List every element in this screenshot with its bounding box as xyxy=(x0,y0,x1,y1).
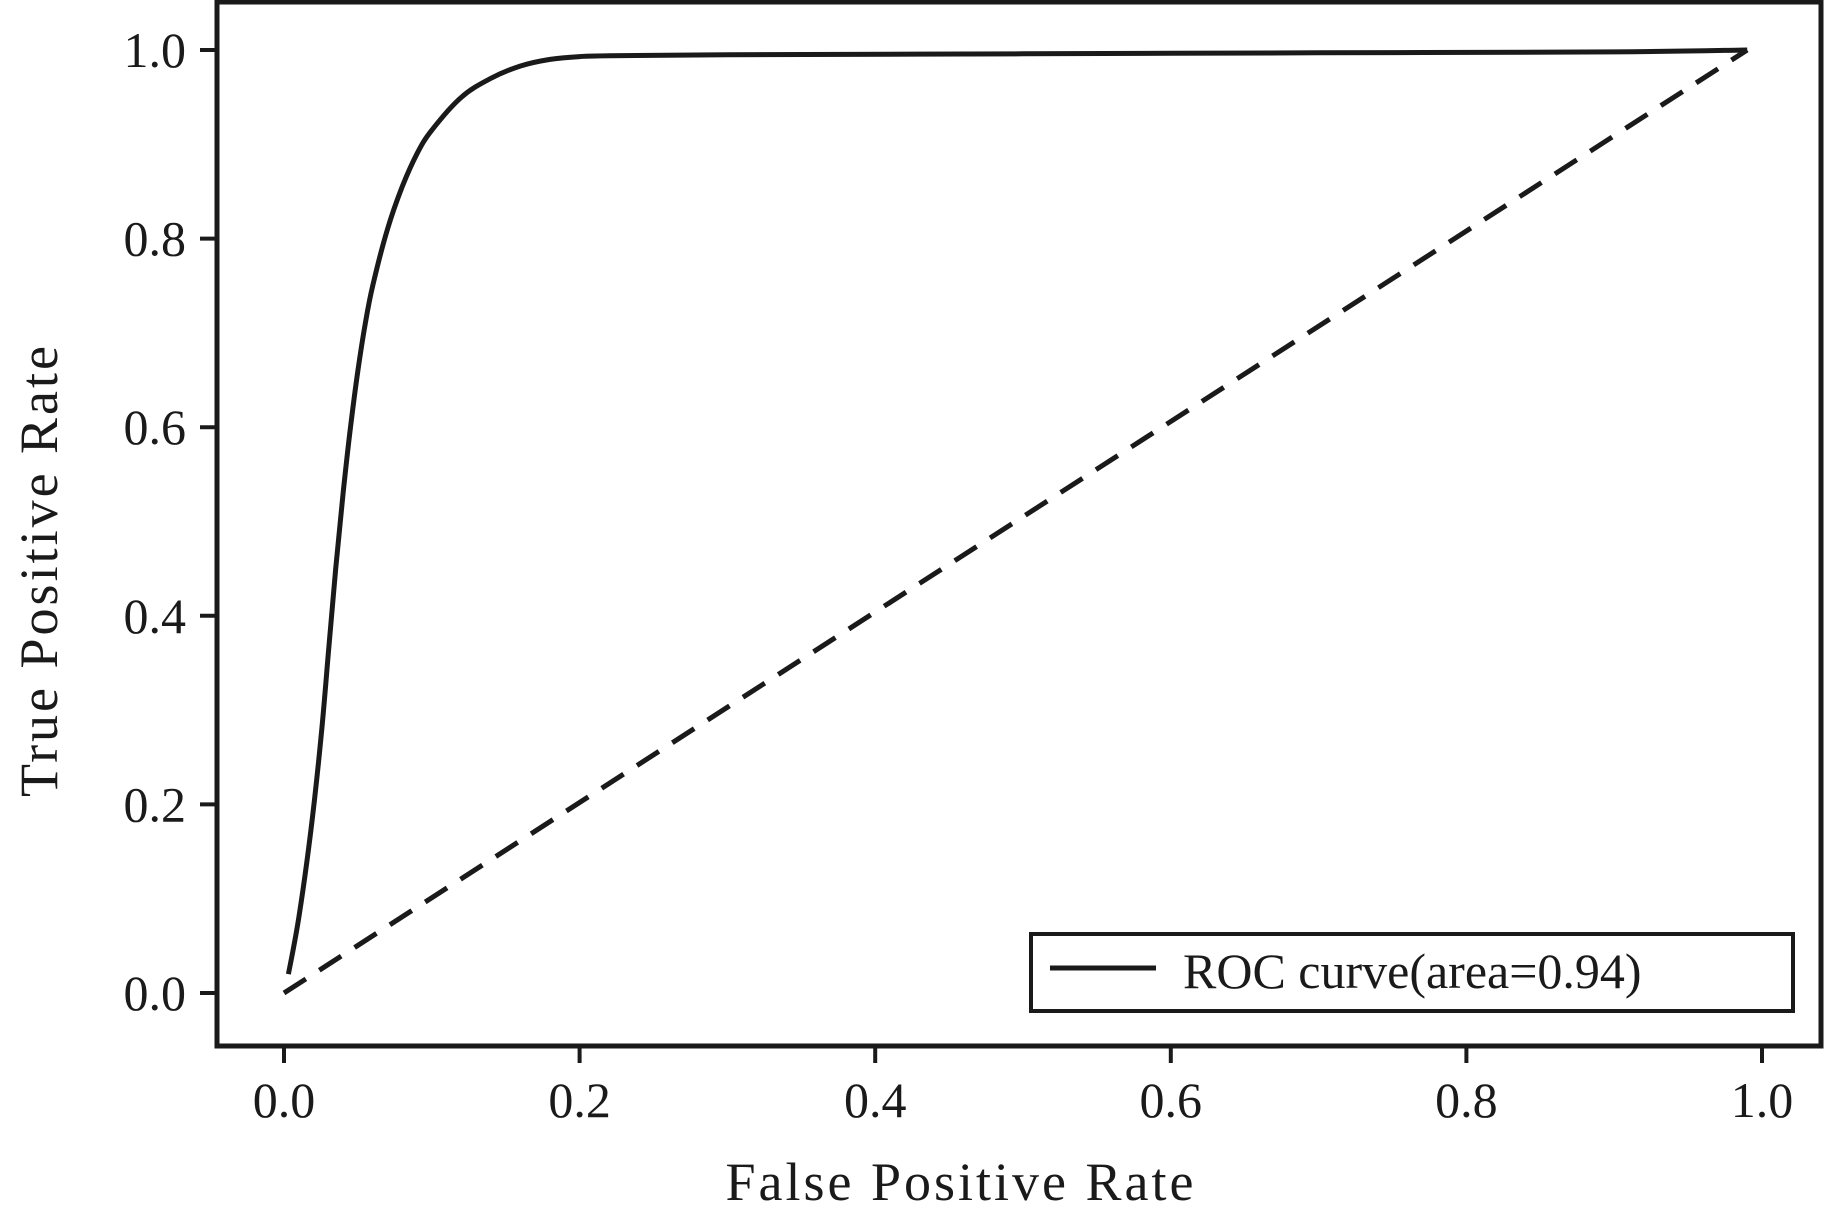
y-tick-label: 1.0 xyxy=(124,22,187,78)
legend-label-roc-curve: ROC curve(area=0.94) xyxy=(1183,943,1642,999)
series-layer xyxy=(282,47,1749,996)
legend: ROC curve(area=0.94) xyxy=(1029,932,1795,1013)
y-tick-label: 0.4 xyxy=(124,588,187,644)
y-tick-label: 0.8 xyxy=(124,211,187,267)
y-axis-ticks: 0.0 0.2 0.4 0.6 0.8 1.0 xyxy=(124,22,217,1021)
x-tick-label: 1.0 xyxy=(1731,1072,1794,1128)
x-axis-label: False Positive Rate xyxy=(726,1152,1197,1205)
y-tick-label: 0.0 xyxy=(124,965,187,1021)
roc-curve-line xyxy=(285,47,1748,975)
legend-box xyxy=(1029,932,1795,1013)
x-tick-label: 0.8 xyxy=(1435,1072,1498,1128)
x-tick-label: 0.2 xyxy=(548,1072,611,1128)
y-axis-label: True Positive Rate xyxy=(9,343,69,797)
x-axis-ticks: 0.0 0.2 0.4 0.6 0.8 1.0 xyxy=(253,1046,1794,1128)
diagonal-reference-line xyxy=(282,47,1749,996)
x-tick-label: 0.6 xyxy=(1140,1072,1203,1128)
x-tick-label: 0.0 xyxy=(253,1072,316,1128)
y-tick-label: 0.6 xyxy=(124,399,187,455)
x-tick-label: 0.4 xyxy=(844,1072,907,1128)
y-tick-label: 0.2 xyxy=(124,776,187,832)
plot-frame xyxy=(214,0,1824,1049)
